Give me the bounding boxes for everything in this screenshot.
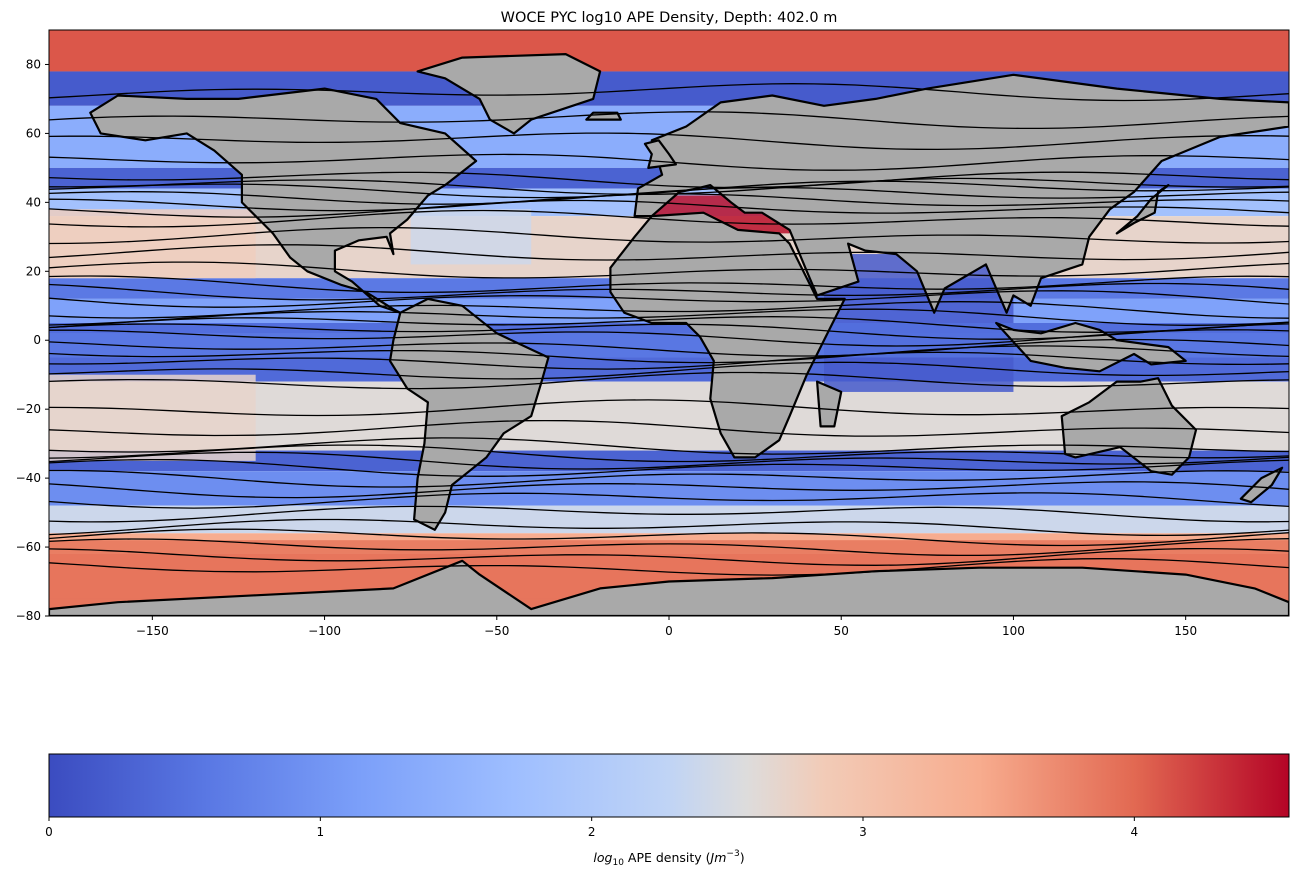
contour-line (49, 538, 1289, 557)
y-axis-ticks: 80 60 40 20 0 −20 −40 −60 −80 (16, 57, 49, 623)
ape-region (49, 30, 1289, 72)
contour-line (49, 308, 1289, 326)
y-tick-label: −80 (16, 609, 41, 623)
colorbar-label-text: APE density ( (624, 850, 711, 865)
colorbar-label-exp: −3 (726, 849, 739, 859)
colorbar-ticks: 0 1 2 3 4 (45, 817, 1138, 839)
ape-band (49, 505, 1289, 534)
ape-band (49, 471, 1289, 506)
contour-line (49, 275, 1289, 294)
colorbar-label: log10 APE density (Jm−3) (593, 849, 744, 868)
landmass-north-america (89, 87, 478, 314)
contour-line (49, 469, 1289, 488)
landmass-antarctica (49, 559, 1289, 616)
contour-line (49, 329, 1289, 347)
contour-line (49, 505, 1289, 523)
contour-line (49, 345, 1289, 364)
colorbar-tick-label: 1 (317, 825, 325, 839)
x-tick-label: −150 (136, 624, 169, 638)
landmass-eurasia (633, 73, 1289, 314)
y-tick-label: 20 (26, 264, 41, 278)
ape-region (49, 374, 256, 461)
contour-line (49, 209, 1289, 228)
y-tick-label: 60 (26, 126, 41, 140)
x-tick-label: 50 (834, 624, 849, 638)
ape-region (410, 209, 532, 265)
contour-line (49, 558, 1289, 576)
contour-line (49, 261, 1289, 279)
colorbar-tick-label: 0 (45, 825, 53, 839)
landmass-africa (609, 211, 846, 459)
y-tick-label: −20 (16, 402, 41, 416)
contour-line (49, 528, 1289, 547)
contour-line (49, 481, 1289, 499)
x-tick-label: −50 (484, 624, 509, 638)
contour-line (49, 444, 1289, 463)
x-tick-label: −100 (308, 624, 341, 638)
contour-line (49, 351, 1289, 370)
landmass-new-zealand (1239, 466, 1284, 504)
contour-line (49, 458, 1289, 477)
landmass-japan (1115, 184, 1170, 235)
x-tick-label: 100 (1002, 624, 1025, 638)
contour-line (49, 290, 1289, 308)
contour-line (49, 180, 1289, 199)
contour-line (49, 492, 1289, 509)
contour-line (49, 132, 1289, 151)
map-plot-area (49, 30, 1289, 616)
contour-line (49, 419, 1289, 437)
colorbar-label-close: ) (740, 850, 745, 865)
contour-line (49, 316, 1289, 333)
chart-title: WOCE PYC log10 APE Density, Depth: 402.0… (501, 10, 838, 26)
x-tick-label: 150 (1174, 624, 1197, 638)
contour-line (49, 338, 1289, 357)
contour-line (49, 226, 1289, 245)
colorbar-tick-label: 3 (859, 825, 867, 839)
contour-line (49, 547, 1289, 566)
y-tick-label: 40 (26, 195, 41, 209)
y-tick-label: 0 (33, 333, 41, 347)
contour-lines-layer (49, 83, 1289, 576)
contour-line (49, 399, 1289, 417)
contour-line (49, 153, 1289, 171)
contour-line (49, 244, 1289, 261)
colorbar-label-prefix: log (593, 850, 612, 865)
contour-line (49, 171, 1289, 189)
colorbar (48, 753, 1290, 818)
colorbar-label-sub: 10 (612, 858, 624, 868)
y-tick-label: −60 (16, 540, 41, 554)
colorbar-tick-label: 2 (588, 825, 596, 839)
y-tick-label: 80 (26, 57, 41, 71)
y-tick-label: −40 (16, 471, 41, 485)
contour-line (49, 111, 1289, 130)
landmass-madagascar (815, 380, 843, 428)
contour-line (49, 193, 1289, 212)
colorbar-tick-label: 4 (1131, 825, 1139, 839)
x-tick-label: 0 (665, 624, 673, 638)
contour-line (49, 301, 1289, 319)
contour-line (49, 361, 1289, 380)
contour-line (49, 186, 1289, 205)
colorbar-label-unit: Jm (708, 850, 727, 865)
contour-line (49, 518, 1289, 537)
land-mask-layer (49, 52, 1289, 616)
landmass-greenland (416, 52, 602, 135)
contour-line (49, 83, 1289, 102)
contour-line (49, 451, 1289, 470)
landmass-australia (1060, 377, 1198, 476)
contour-line (49, 282, 1289, 301)
contour-line (49, 371, 1289, 390)
x-axis-ticks: −150 −100 −50 0 50 100 150 (136, 616, 1197, 638)
contour-line (49, 199, 1289, 218)
